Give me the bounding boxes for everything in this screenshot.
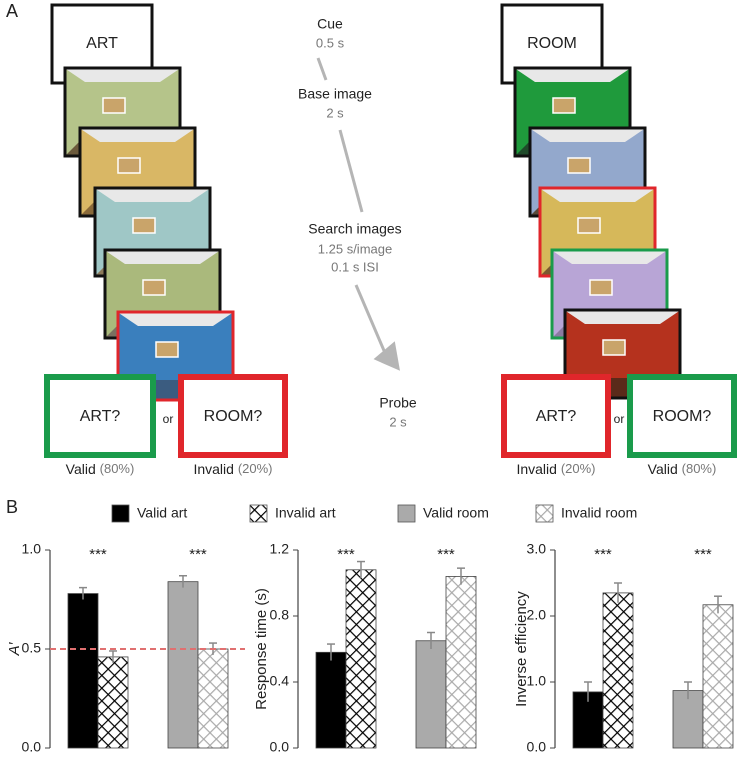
room-painting <box>102 97 126 114</box>
room-ceiling <box>566 311 679 324</box>
panel-label: A <box>6 1 18 21</box>
room-ceiling <box>553 251 666 264</box>
probe-box <box>501 374 611 458</box>
cue-text: ART <box>86 35 118 52</box>
timeline-text: Search images <box>308 221 401 237</box>
probe-text: ART? <box>80 408 121 425</box>
room-painting <box>602 339 626 356</box>
y-axis-label: Response time (s) <box>253 588 270 710</box>
significance: *** <box>694 546 712 563</box>
probe-label: Valid (80%) <box>648 461 717 477</box>
bar <box>672 690 704 749</box>
timeline-text: Cue <box>317 16 343 32</box>
y-axis-label: A′ <box>6 641 23 656</box>
label: Invalid <box>516 461 556 477</box>
significance: *** <box>89 546 107 563</box>
timeline-time: 1.25 s/image <box>318 241 392 256</box>
room-painting <box>117 157 141 174</box>
or-text: or <box>614 412 625 426</box>
bar <box>345 569 377 749</box>
probe-box <box>627 374 737 458</box>
y-tick-label: 1.0 <box>527 673 547 689</box>
room-ceiling <box>81 129 194 142</box>
y-tick-label: 3.0 <box>527 541 547 557</box>
timeline-text: Base image <box>298 86 372 102</box>
room-ceiling <box>66 69 179 82</box>
timeline-time: 0.1 s ISI <box>331 259 379 274</box>
room-painting <box>567 157 591 174</box>
significance: *** <box>189 546 207 563</box>
y-tick-label: 0.0 <box>22 739 42 755</box>
or-text: or <box>163 412 174 426</box>
timeline-arrow <box>316 57 390 361</box>
legend-swatch <box>535 504 554 523</box>
cue-text: ROOM <box>527 35 577 52</box>
probe-box <box>178 374 288 458</box>
y-tick-label: 0.8 <box>270 607 290 623</box>
bar <box>67 593 99 749</box>
y-tick-label: 0.4 <box>270 673 290 689</box>
legend-label: Invalid art <box>275 505 336 521</box>
room-ceiling <box>531 129 644 142</box>
bar <box>197 648 229 749</box>
timeline-time: 0.5 s <box>316 35 345 50</box>
legend-swatch <box>111 504 130 523</box>
arrow-head <box>373 341 400 371</box>
bar <box>415 640 447 749</box>
y-tick-label: 0.5 <box>22 640 42 656</box>
timeline-time: 2 s <box>326 105 344 120</box>
legend-swatch <box>397 504 416 523</box>
label: Valid <box>648 461 678 477</box>
percent: (20%) <box>238 461 273 476</box>
significance: *** <box>594 546 612 563</box>
bar <box>445 576 477 749</box>
significance: *** <box>337 546 355 563</box>
y-tick-label: 1.0 <box>22 541 42 557</box>
panel-label: B <box>6 497 18 517</box>
probe-label: Invalid (20%) <box>516 461 595 477</box>
probe-label: Invalid (20%) <box>193 461 272 477</box>
room-ceiling <box>119 313 232 326</box>
room-ceiling <box>541 189 654 202</box>
y-tick-label: 0.0 <box>527 739 547 755</box>
y-tick-label: 0.0 <box>270 739 290 755</box>
legend-label: Valid art <box>137 505 187 521</box>
timeline-time: 2 s <box>389 414 407 429</box>
legend-label: Invalid room <box>561 505 637 521</box>
percent: (20%) <box>561 461 596 476</box>
room-ceiling <box>516 69 629 82</box>
bar <box>602 592 634 749</box>
bar <box>315 651 347 749</box>
bar <box>702 604 734 749</box>
probe-label: Valid (80%) <box>66 461 135 477</box>
timeline-text: Probe <box>379 395 417 411</box>
room-painting <box>132 217 156 234</box>
room-painting <box>577 217 601 234</box>
room-painting <box>552 97 576 114</box>
room-painting <box>142 279 166 296</box>
bar <box>97 656 129 749</box>
probe-text: ROOM? <box>653 408 712 425</box>
probe-text: ART? <box>536 408 577 425</box>
label: Valid <box>66 461 96 477</box>
percent: (80%) <box>100 461 135 476</box>
probe-box <box>44 374 156 458</box>
room-ceiling <box>106 251 219 264</box>
significance: *** <box>437 546 455 563</box>
percent: (80%) <box>682 461 717 476</box>
y-tick-label: 2.0 <box>527 607 547 623</box>
legend-swatch <box>249 504 268 523</box>
legend-label: Valid room <box>423 505 489 521</box>
probe-text: ROOM? <box>204 408 263 425</box>
room-painting <box>589 279 613 296</box>
bar <box>167 581 199 749</box>
y-axis-label: Inverse efficiency <box>513 591 530 707</box>
room-ceiling <box>96 189 209 202</box>
y-tick-label: 1.2 <box>270 541 290 557</box>
label: Invalid <box>193 461 233 477</box>
room-painting <box>155 341 179 358</box>
